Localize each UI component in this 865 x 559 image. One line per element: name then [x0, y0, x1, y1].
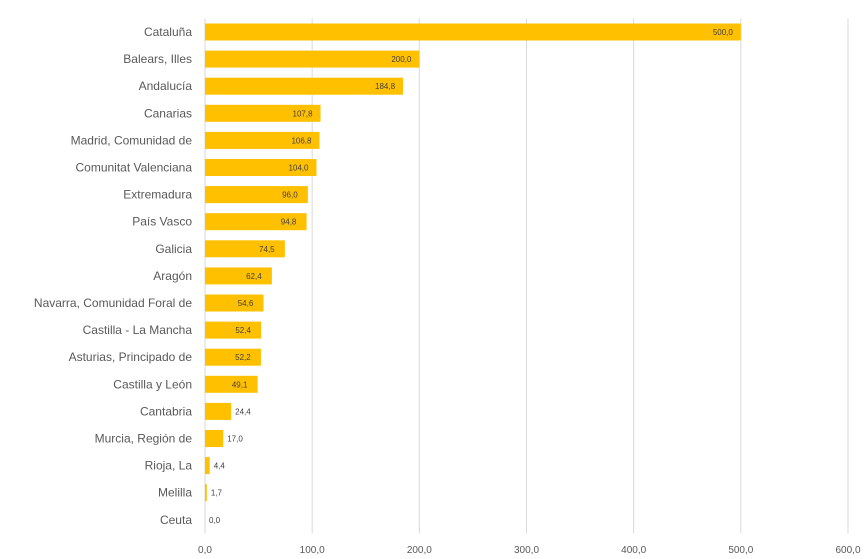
bar — [205, 186, 308, 204]
category-label: Rioja, La — [145, 459, 193, 473]
category-label: Galicia — [155, 242, 192, 256]
x-tick-label: 600,0 — [835, 545, 860, 556]
bar — [205, 131, 320, 149]
category-label: Castilla - La Mancha — [83, 323, 193, 337]
category-label: Cataluña — [144, 25, 192, 39]
bar — [205, 23, 741, 41]
data-label: 62,4 — [246, 272, 262, 281]
bars: 500,0 200,0 184,8 107,8 106,8 104,0 96,0 94,8 74… — [205, 23, 741, 525]
data-label: 0,0 — [209, 516, 221, 525]
data-label: 52,2 — [235, 353, 251, 362]
x-tick-label: 500,0 — [728, 545, 753, 556]
data-label: 94,8 — [281, 218, 297, 227]
category-label: Ceuta — [160, 513, 192, 527]
data-label: 24,4 — [235, 407, 251, 416]
data-label: 4,4 — [214, 462, 226, 471]
data-label: 500,0 — [713, 28, 734, 37]
bar — [205, 104, 321, 122]
x-tick-label: 200,0 — [407, 545, 432, 556]
data-label: 104,0 — [288, 164, 309, 173]
bar — [205, 321, 262, 339]
category-label: Castilla y León — [113, 377, 192, 391]
data-label: 96,0 — [282, 191, 298, 200]
category-label: País Vasco — [132, 215, 192, 229]
bar — [205, 430, 224, 447]
category-label: Navarra, Comunidad Foral de — [34, 296, 192, 310]
category-label: Andalucía — [139, 79, 193, 93]
bar — [205, 240, 285, 258]
data-label: 17,0 — [227, 435, 243, 444]
x-axis-tick-labels: 0,0 100,0 200,0 300,0 400,0 500,0 600,0 — [198, 545, 861, 556]
data-label: 52,4 — [235, 326, 251, 335]
bar — [205, 159, 317, 176]
bar — [205, 50, 420, 68]
category-label: Aragón — [153, 269, 192, 283]
data-label: 54,6 — [238, 299, 254, 308]
x-tick-label: 0,0 — [198, 545, 212, 556]
bar — [205, 457, 210, 475]
data-label: 106,8 — [291, 136, 312, 145]
x-tick-label: 100,0 — [300, 545, 325, 556]
category-label: Asturias, Principado de — [69, 350, 193, 364]
bar — [205, 294, 264, 312]
category-label: Balears, Illes — [123, 52, 192, 66]
x-tick-label: 300,0 — [514, 545, 539, 556]
bar — [205, 484, 207, 502]
category-label: Melilla — [158, 486, 192, 500]
category-label: Comunitat Valenciana — [75, 161, 192, 175]
category-label: Extremadura — [123, 188, 192, 202]
data-label: 49,1 — [232, 380, 248, 389]
category-label: Murcia, Región de — [95, 432, 193, 446]
data-label: 184,8 — [375, 82, 396, 91]
data-label: 200,0 — [391, 55, 412, 64]
bar — [205, 77, 404, 95]
gridlines — [204, 18, 849, 534]
category-label: Cantabria — [140, 404, 192, 418]
x-tick-label: 400,0 — [621, 545, 646, 556]
bar — [205, 375, 258, 393]
data-label: 1,7 — [211, 489, 223, 498]
category-labels: Cataluña Balears, Illes Andalucía Canarias M… — [34, 25, 192, 527]
bar — [205, 402, 232, 420]
category-label: Canarias — [144, 106, 192, 120]
category-label: Madrid, Comunidad de — [71, 133, 193, 147]
data-label: 74,5 — [259, 245, 275, 254]
bar — [205, 213, 307, 231]
bar — [205, 267, 272, 285]
bar — [205, 348, 261, 366]
data-label: 107,8 — [293, 109, 314, 118]
